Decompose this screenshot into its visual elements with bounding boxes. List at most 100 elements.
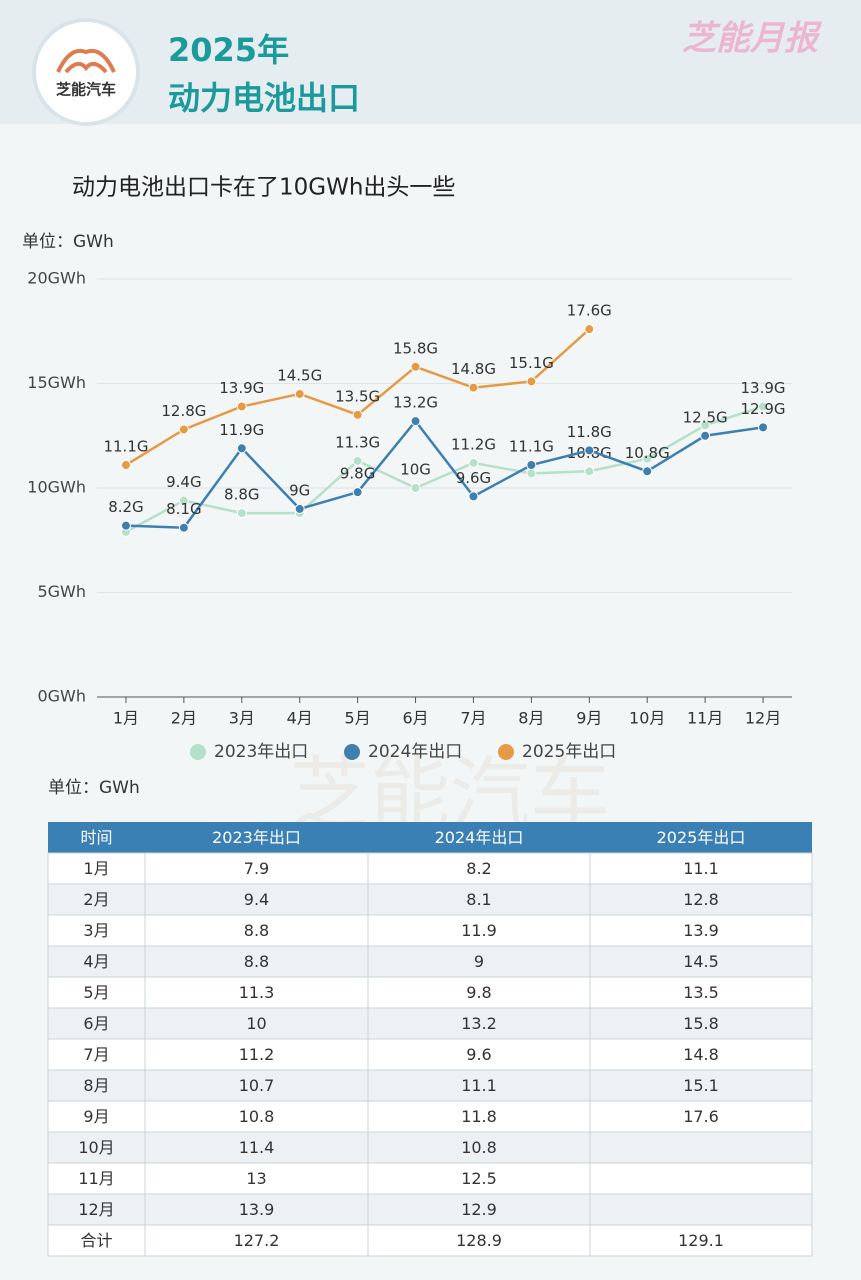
table-cell: 14.8 xyxy=(683,1045,719,1064)
table-cell: 9 xyxy=(474,952,484,971)
point xyxy=(468,457,479,468)
point xyxy=(700,420,711,431)
data-label: 14.5G xyxy=(277,366,322,384)
point xyxy=(526,468,537,479)
data-label: 11.9G xyxy=(219,421,264,439)
data-label: 9G xyxy=(289,481,310,499)
data-label: 11.1G xyxy=(103,438,148,456)
table-header: 2023年出口 xyxy=(212,828,301,847)
table-cell: 10 xyxy=(246,1014,266,1033)
x-tick-label: 10月 xyxy=(629,709,665,728)
data-label: 12.8G xyxy=(161,402,206,420)
x-tick-label: 8月 xyxy=(518,709,544,728)
table-cell: 10.8 xyxy=(461,1138,497,1157)
table-cell: 4月 xyxy=(83,952,109,971)
data-label: 12.9G xyxy=(741,400,786,418)
legend-marker xyxy=(498,744,514,760)
point xyxy=(468,491,479,502)
table-cell: 12.9 xyxy=(461,1200,497,1219)
x-tick-label: 4月 xyxy=(287,709,313,728)
data-label: 11.2G xyxy=(451,435,496,453)
table-cell: 12月 xyxy=(78,1200,114,1219)
point xyxy=(352,455,363,466)
table-row-bg xyxy=(47,1100,813,1133)
point xyxy=(410,416,421,427)
data-label: 10G xyxy=(400,461,431,479)
data-label: 8.2G xyxy=(108,498,143,516)
table-cell: 9.6 xyxy=(466,1045,491,1064)
table-cell: 1月 xyxy=(83,859,109,878)
point xyxy=(758,401,769,412)
table-cell: 7.9 xyxy=(244,859,269,878)
x-tick-label: 11月 xyxy=(687,709,723,728)
table-cell: 8.8 xyxy=(244,921,269,940)
legend-marker xyxy=(190,744,206,760)
header-subtitle: 动力电池出口 xyxy=(168,79,360,117)
table-cell: 17.6 xyxy=(683,1107,719,1126)
data-label: 15.8G xyxy=(393,339,438,357)
y-tick-label: 15GWh xyxy=(27,373,86,392)
table-cell: 13.2 xyxy=(461,1014,497,1033)
table-cell: 12.5 xyxy=(461,1169,497,1188)
point xyxy=(758,422,769,433)
table-cell: 10.7 xyxy=(239,1076,275,1095)
point xyxy=(178,495,189,506)
table-header: 2025年出口 xyxy=(657,828,746,847)
table-cell: 9月 xyxy=(83,1107,109,1126)
legend-marker xyxy=(344,744,360,760)
point xyxy=(236,508,247,519)
table-cell: 11月 xyxy=(78,1169,114,1188)
point xyxy=(700,430,711,441)
table-cell: 15.8 xyxy=(683,1014,719,1033)
logo-text: 芝能汽车 xyxy=(56,81,116,99)
table-cell: 8.1 xyxy=(466,890,491,909)
point xyxy=(178,522,189,533)
table-cell: 9.8 xyxy=(466,983,491,1002)
data-label: 12.5G xyxy=(683,408,728,426)
y-tick-label: 0GWh xyxy=(37,687,86,706)
table-row-bg xyxy=(47,1162,813,1195)
table-header-bg xyxy=(48,822,812,853)
table-cell: 合计 xyxy=(80,1231,112,1250)
table-row-bg xyxy=(47,1007,813,1040)
table-row-bg xyxy=(47,1069,813,1102)
brand: 芝能月报 xyxy=(682,19,823,59)
x-tick-label: 9月 xyxy=(576,709,602,728)
point xyxy=(120,460,131,471)
data-label: 11.3G xyxy=(335,433,380,451)
data-label: 11.1G xyxy=(509,438,554,456)
header-bg xyxy=(0,0,861,124)
table-unit-label: 单位：GWh xyxy=(48,778,140,798)
table-row-bg xyxy=(47,1038,813,1071)
table-row-bg xyxy=(47,945,813,978)
header-title: 2025年 xyxy=(168,31,289,69)
table-row-bg xyxy=(47,976,813,1009)
table-cell: 11.3 xyxy=(239,983,275,1002)
point xyxy=(178,424,189,435)
table-cell: 11.2 xyxy=(239,1045,275,1064)
table-cell: 129.1 xyxy=(678,1231,724,1250)
table-cell: 11.1 xyxy=(461,1076,497,1095)
table-cell: 11.4 xyxy=(239,1138,275,1157)
table-cell: 10.8 xyxy=(239,1107,275,1126)
table-cell: 11.8 xyxy=(461,1107,497,1126)
table-cell: 128.9 xyxy=(456,1231,502,1250)
y-tick-label: 5GWh xyxy=(37,582,86,601)
table-cell: 12.8 xyxy=(683,890,719,909)
x-tick-label: 5月 xyxy=(345,709,371,728)
table-header: 2024年出口 xyxy=(435,828,524,847)
x-tick-label: 2月 xyxy=(171,709,197,728)
data-label: 17.6G xyxy=(567,302,612,320)
table-cell: 13.9 xyxy=(239,1200,275,1219)
data-label: 9.8G xyxy=(340,465,375,483)
table-cell: 8月 xyxy=(83,1076,109,1095)
data-label: 8.1G xyxy=(166,500,201,518)
data-label: 8.8G xyxy=(224,486,259,504)
unit-label: 单位：GWh xyxy=(22,232,114,252)
point xyxy=(236,401,247,412)
table-cell: 13.5 xyxy=(683,983,719,1002)
table-cell: 127.2 xyxy=(234,1231,280,1250)
series-line xyxy=(125,419,764,529)
data-label: 9.6G xyxy=(456,469,491,487)
